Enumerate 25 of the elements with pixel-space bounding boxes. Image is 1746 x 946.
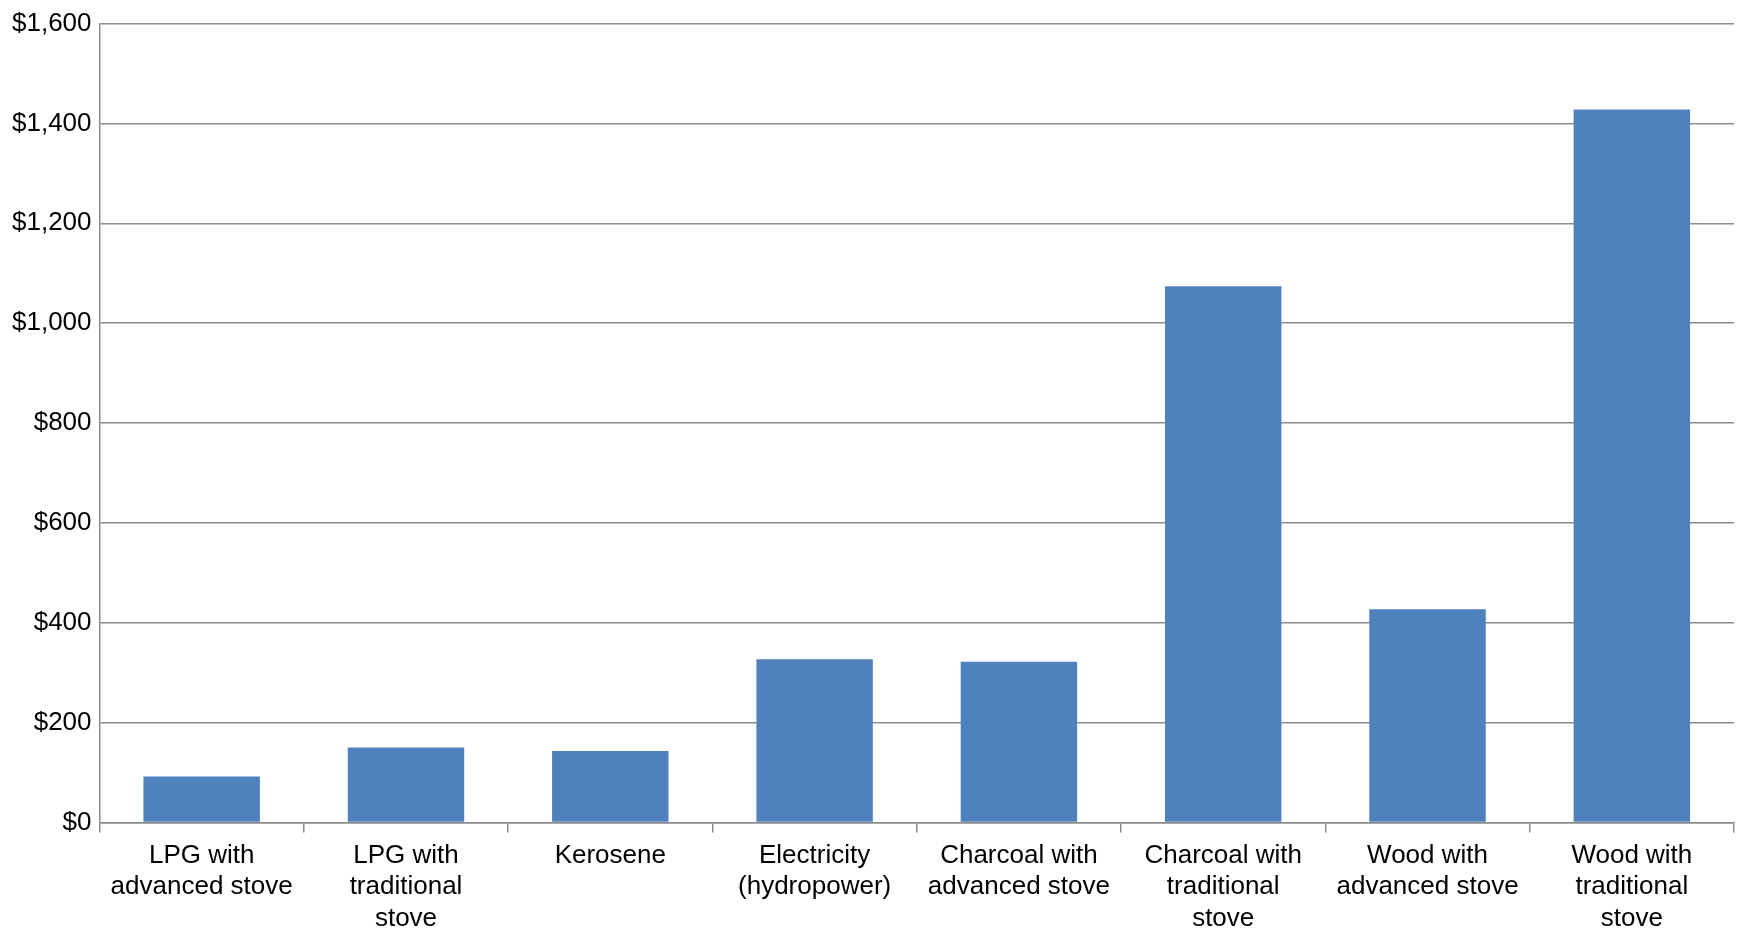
x-tick-label: Charcoal with advanced stove: [927, 839, 1110, 901]
x-tick-label: Electricity (hydropower): [738, 839, 892, 901]
y-tick-label: $1,600: [11, 6, 92, 37]
x-tick-label: LPG with traditional stove: [349, 839, 463, 932]
x-tick-label: LPG with advanced stove: [110, 839, 293, 901]
bar: [1165, 286, 1282, 822]
y-tick-label: $200: [33, 705, 92, 736]
y-tick-label: $1,400: [11, 106, 92, 137]
bar: [1369, 609, 1486, 822]
x-tick-label: Wood with traditional stove: [1571, 839, 1693, 932]
bar: [756, 659, 873, 822]
y-tick-label: $0: [62, 805, 92, 836]
x-tick-label: Wood with advanced stove: [1336, 839, 1519, 901]
bar: [347, 747, 465, 822]
y-tick-label: $400: [33, 605, 92, 636]
x-tick-label: Kerosene: [554, 839, 666, 870]
y-tick-label: $1,000: [11, 306, 92, 337]
y-tick-label: $600: [33, 506, 92, 537]
bar: [552, 751, 669, 822]
bar: [143, 776, 260, 822]
y-tick-label: $800: [33, 406, 92, 437]
bar: [960, 661, 1078, 822]
x-tick-label: Charcoal with traditional stove: [1144, 839, 1302, 932]
bar: [1573, 109, 1691, 822]
y-tick-label: $1,200: [11, 206, 92, 237]
